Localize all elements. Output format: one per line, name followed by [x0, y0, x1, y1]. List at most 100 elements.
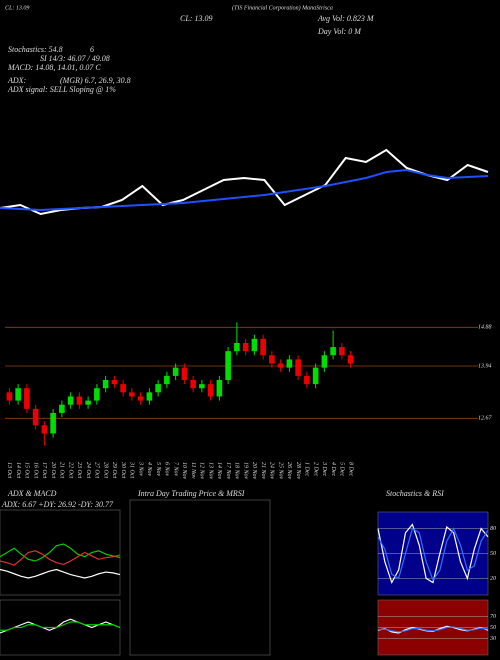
candle-body: [277, 363, 284, 368]
candle-body: [24, 388, 30, 409]
x-tick-label: 23 Oct: [76, 462, 82, 478]
panel-title: Stochastics & RSI: [386, 489, 444, 498]
panel-frame: [0, 509, 121, 596]
candle-body: [146, 392, 153, 401]
candle-body: [111, 380, 118, 385]
mgr-text: (MGR) 6.7, 26.9, 30.8: [60, 76, 131, 85]
candle-body: [190, 380, 196, 389]
candle-body: [129, 392, 135, 397]
x-tick-label: 2 Dec: [312, 462, 318, 476]
candle-body: [85, 400, 91, 405]
indicator-line: [0, 550, 121, 566]
candle-body: [207, 384, 214, 397]
candle-body: [67, 396, 74, 405]
x-tick-label: 13 Oct: [6, 462, 12, 478]
x-tick-label: 17 Oct: [41, 462, 47, 478]
x-tick-label: 1 Dec: [304, 462, 310, 476]
company-name: (TIS Financial Corporation) ManaStrisca: [232, 4, 333, 11]
candle-body: [260, 338, 266, 356]
x-tick-label: 24 Nov: [269, 462, 276, 480]
x-tick-label: 18 Nov: [234, 462, 240, 480]
candle-body: [76, 396, 83, 405]
x-tick-label: 28 Oct: [102, 462, 108, 478]
x-tick-label: 7 Nov: [172, 462, 178, 477]
y-tick-label: 30: [489, 636, 496, 642]
candle-body: [304, 375, 310, 385]
x-tick-label: 29 Oct: [111, 462, 117, 478]
macd-text: MACD: 14.08, 14.01, 0.07 C: [7, 63, 101, 72]
panel-title: Intra Day Trading Price & MRSI: [137, 489, 245, 498]
candle-body: [181, 367, 188, 380]
candle-body: [295, 359, 301, 376]
candle-body: [59, 404, 65, 413]
x-tick-label: 22 Oct: [67, 462, 73, 478]
candle-body: [50, 412, 56, 434]
candle-body: [216, 380, 223, 397]
candle-body: [234, 342, 240, 352]
x-tick-label: 5 Dec: [339, 462, 345, 476]
x-tick-label: 12 Nov: [199, 462, 205, 480]
candle-body: [6, 392, 13, 401]
close-price: CL: 13.09: [180, 14, 212, 23]
x-tick-label: 4 Nov: [146, 462, 153, 477]
x-tick-label: 3 Dec: [321, 461, 327, 476]
indicator-line: [0, 621, 121, 631]
x-tick-label: 24 Oct: [85, 462, 92, 478]
x-tick-label: 31 Oct: [129, 461, 135, 478]
indicator-line: [377, 626, 489, 633]
indicator-line: [0, 568, 121, 579]
x-tick-label: 14 Nov: [216, 462, 223, 480]
candle-body: [269, 355, 275, 364]
candle-body: [339, 347, 345, 356]
x-tick-label: 4 Dec: [330, 462, 337, 476]
candle-body: [172, 367, 179, 376]
close-label: CL: 13.09: [5, 5, 29, 11]
candle-body: [41, 425, 48, 434]
candle-body: [251, 338, 258, 352]
candle-body: [225, 351, 231, 380]
panel-subtitle: ADX: 6.67 +DY: 26.92 -DY: 30.77: [1, 500, 114, 509]
candle-body: [312, 367, 319, 385]
indicator-line: [0, 543, 121, 562]
y-tick-label: 12.67: [478, 416, 493, 422]
candle-body: [137, 396, 144, 401]
x-tick-label: 8 Dec: [347, 462, 353, 476]
candle-body: [286, 359, 293, 368]
x-tick-label: 11 Nov: [190, 462, 196, 479]
candle-body: [102, 380, 109, 389]
x-tick-label: 28 Nov: [295, 462, 301, 480]
x-tick-label: 13 Nov: [207, 462, 213, 480]
x-tick-label: 10 Nov: [181, 462, 187, 480]
avg-vol: Avg Vol: 0.823 M: [317, 14, 375, 23]
day-vol: Day Vol: 0 M: [317, 27, 362, 36]
candle-body: [15, 388, 21, 401]
y-tick-label: 20: [490, 576, 496, 582]
x-tick-label: 3 Nov: [137, 461, 143, 477]
candle-body: [330, 347, 336, 356]
y-tick-label: 70: [490, 614, 496, 620]
adx-text: ADX:: [7, 76, 27, 85]
x-tick-label: 17 Nov: [225, 462, 231, 480]
y-tick-label: 80: [490, 526, 496, 532]
y-tick-label: 13.94: [478, 362, 492, 369]
x-tick-label: 21 Nov: [260, 462, 266, 480]
x-tick-label: 25 Nov: [277, 462, 283, 480]
x-tick-label: 21 Oct: [59, 462, 65, 478]
x-tick-label: 19 Nov: [242, 462, 248, 480]
stoch-k: 6: [90, 45, 94, 54]
candle-body: [199, 384, 205, 389]
x-tick-label: 15 Oct: [24, 462, 30, 478]
indicator-line: [377, 527, 489, 582]
adx-signal: ADX signal: SELL Sloping @ 1%: [7, 85, 116, 94]
x-tick-label: 20 Oct: [50, 462, 56, 478]
candle-body: [321, 355, 328, 368]
x-tick-label: 6 Nov: [164, 462, 170, 477]
panel-frame: [129, 499, 271, 656]
x-tick-label: 20 Nov: [251, 462, 257, 480]
x-tick-label: 27 Oct: [94, 462, 100, 478]
y-tick-label: 50: [490, 551, 496, 557]
candle-body: [347, 355, 354, 364]
candle-body: [242, 342, 249, 352]
